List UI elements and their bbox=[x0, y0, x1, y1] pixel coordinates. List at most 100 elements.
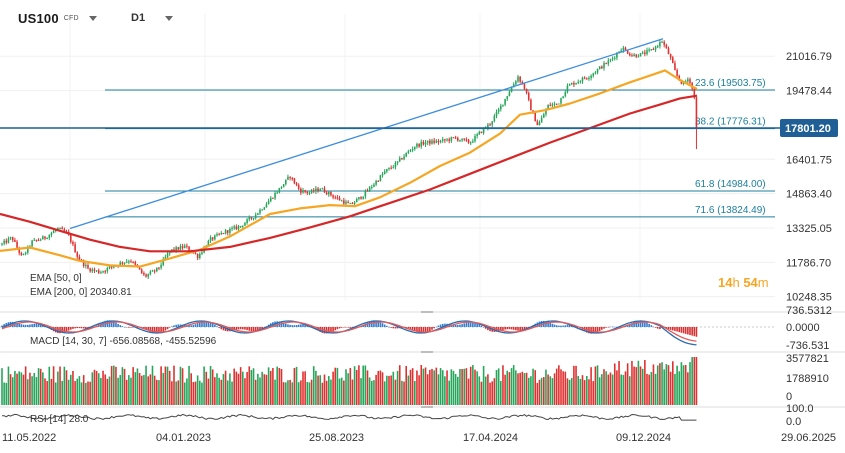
chevron-down-icon[interactable] bbox=[88, 15, 97, 21]
macd-histogram-bar bbox=[437, 325, 440, 327]
volume-bar bbox=[633, 366, 635, 405]
volume-bar bbox=[682, 365, 685, 405]
macd-histogram-bar bbox=[396, 327, 399, 329]
candle-body bbox=[229, 228, 231, 233]
volume-bar bbox=[497, 368, 500, 405]
macd-histogram-bar bbox=[220, 327, 223, 330]
candle-body bbox=[555, 103, 558, 105]
macd-histogram-bar bbox=[598, 327, 601, 331]
volume-bar bbox=[80, 382, 83, 405]
candle-body bbox=[573, 83, 575, 85]
volume-bar bbox=[381, 372, 384, 405]
volume-bar bbox=[605, 371, 607, 405]
candle-body bbox=[3, 240, 5, 244]
volume-bar bbox=[517, 373, 519, 405]
macd-histogram-bar bbox=[512, 327, 515, 330]
candle-body bbox=[93, 269, 96, 271]
macd-histogram-bar bbox=[289, 324, 291, 327]
volume-bar bbox=[278, 368, 281, 405]
chevron-down-icon[interactable] bbox=[165, 15, 174, 21]
candle-body bbox=[461, 138, 463, 141]
macd-histogram-bar bbox=[693, 327, 696, 337]
macd-histogram-bar bbox=[379, 321, 382, 327]
macd-histogram-bar bbox=[641, 320, 644, 327]
candle-body bbox=[18, 247, 20, 253]
price-axis[interactable]: 21016.79 19478.44 16401.75 14863.40 13325.05… bbox=[786, 51, 832, 303]
macd-legend[interactable]: MACD [14, 30, 7] -656.08568, -455.52596 bbox=[30, 336, 217, 347]
volume-bar bbox=[454, 373, 457, 405]
volume-bar bbox=[532, 368, 534, 405]
macd-histogram-bar bbox=[519, 327, 521, 331]
volume-bar bbox=[106, 378, 109, 405]
candle-body bbox=[506, 96, 509, 99]
candle-body bbox=[480, 131, 483, 133]
trendline[interactable] bbox=[69, 38, 664, 230]
macd-histogram-bar bbox=[29, 324, 31, 327]
candle-body bbox=[351, 203, 354, 205]
volume-bar bbox=[128, 375, 130, 405]
timeframe-selector[interactable]: D1 bbox=[131, 9, 174, 27]
candle-body bbox=[396, 161, 399, 163]
volume-bar bbox=[140, 375, 143, 405]
ema50-legend[interactable]: EMA [50, 0] bbox=[30, 273, 82, 284]
symbol-name: US100 bbox=[18, 10, 59, 26]
candle-body bbox=[441, 139, 444, 141]
volume-bar bbox=[7, 366, 10, 405]
candle-body bbox=[495, 111, 498, 116]
candle-body bbox=[435, 140, 438, 143]
price-tick-label: 10248.35 bbox=[786, 292, 832, 304]
candle-body bbox=[74, 244, 76, 253]
ema200-legend[interactable]: EMA [200, 0] 20340.81 bbox=[30, 287, 132, 298]
macd-histogram-bar bbox=[16, 322, 18, 327]
macd-histogram-bar bbox=[18, 323, 20, 327]
candle-body bbox=[568, 84, 571, 86]
candle-body bbox=[667, 48, 670, 55]
candle-body bbox=[282, 184, 285, 188]
volume-bar bbox=[224, 370, 227, 405]
candle-body bbox=[665, 44, 668, 49]
macd-histogram-bar bbox=[74, 327, 76, 329]
macd-histogram-bar bbox=[31, 324, 33, 327]
volume-bar bbox=[407, 375, 410, 405]
macd-histogram-bar bbox=[209, 322, 212, 327]
macd-histogram-bar bbox=[302, 324, 304, 327]
candle-body bbox=[457, 137, 459, 141]
macd-histogram-bar bbox=[424, 327, 427, 334]
candle-body bbox=[523, 83, 526, 89]
volume-bar bbox=[689, 362, 691, 405]
volume-bar bbox=[70, 374, 72, 405]
macd-histogram-bar bbox=[334, 327, 337, 331]
volume-bar bbox=[214, 377, 216, 405]
macd-histogram-bar bbox=[454, 324, 457, 327]
candle-body bbox=[237, 226, 240, 230]
volume-bar bbox=[592, 381, 595, 405]
candle-body bbox=[349, 203, 352, 205]
ema200-line bbox=[0, 94, 698, 253]
candle-body bbox=[153, 270, 156, 272]
volume-bar bbox=[171, 381, 173, 405]
candle-body bbox=[14, 240, 16, 242]
candle-body bbox=[418, 143, 420, 147]
macd-histogram-bar bbox=[168, 327, 171, 328]
symbol-selector[interactable]: US100 CFD bbox=[18, 9, 97, 27]
candle-body bbox=[194, 252, 197, 255]
macd-histogram-bar bbox=[502, 327, 504, 331]
candle-body bbox=[371, 186, 373, 188]
volume-bar bbox=[11, 377, 14, 405]
volume-bar bbox=[113, 365, 115, 405]
rsi-legend[interactable]: RSI [14] 28.0 bbox=[30, 414, 89, 425]
volume-bar bbox=[431, 368, 433, 405]
macd-histogram-bar bbox=[392, 327, 395, 329]
candle-body bbox=[276, 192, 278, 194]
candle-body bbox=[91, 269, 94, 272]
volume-bar bbox=[338, 378, 341, 405]
volume-bar bbox=[14, 370, 16, 405]
volume-bar bbox=[433, 370, 435, 405]
macd-histogram-bar bbox=[293, 325, 296, 327]
candle-body bbox=[355, 198, 358, 203]
volume-bar bbox=[661, 362, 663, 405]
volume-bar bbox=[117, 377, 119, 405]
candle-body bbox=[257, 213, 259, 215]
volume-bar bbox=[476, 371, 478, 405]
